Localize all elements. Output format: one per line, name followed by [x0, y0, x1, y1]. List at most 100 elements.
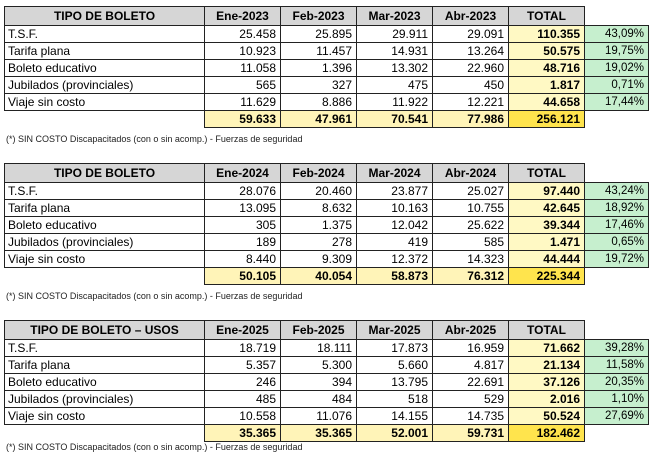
month-sum-cell: 52.001: [356, 424, 433, 442]
month-value-cell: 4.817: [432, 356, 509, 374]
month-value-cell: 475: [356, 76, 433, 94]
month-value-cell: 25.895: [280, 25, 357, 43]
month-sum-cell: 77.986: [432, 110, 509, 128]
ticket-table-block: TIPO DE BOLETO Ene-2024 Feb-2024 Mar-2024 Ab…: [4, 163, 649, 285]
month-value-cell: 8.440: [204, 250, 281, 268]
month-value-cell: 8.632: [280, 199, 357, 217]
row-label: Tarifa plana: [4, 199, 205, 217]
table-row: Jubilados (provinciales) 485 484 518 529 2.01…: [4, 390, 649, 408]
month-value-cell: 10.163: [356, 199, 433, 217]
month-value-cell: 14.323: [432, 250, 509, 268]
footnote: (*) SIN COSTO Discapacitados (con o sin …: [6, 442, 303, 452]
month-value-cell: 484: [280, 390, 357, 408]
row-percent-cell: 27,69%: [584, 407, 649, 425]
month-value-cell: 23.877: [356, 182, 433, 200]
grand-total-cell: 182.462: [508, 424, 585, 442]
month-value-cell: 585: [432, 233, 509, 251]
column-header-month: Mar-2024: [356, 163, 433, 183]
row-label: Tarifa plana: [4, 356, 205, 374]
column-header-total: TOTAL: [508, 163, 585, 183]
month-value-cell: 11.058: [204, 59, 281, 77]
column-header-type: TIPO DE BOLETO: [4, 163, 205, 183]
row-percent-cell: 1,10%: [584, 390, 649, 408]
header-spacer: [585, 321, 649, 340]
header-spacer: [585, 7, 649, 26]
month-value-cell: 1.396: [280, 59, 357, 77]
month-value-cell: 25.622: [432, 216, 509, 234]
column-header-month: Feb-2024: [280, 163, 357, 183]
month-value-cell: 529: [432, 390, 509, 408]
month-value-cell: 394: [280, 373, 357, 391]
month-value-cell: 14.155: [356, 407, 433, 425]
column-header-month: Mar-2025: [356, 320, 433, 340]
row-label: Tarifa plana: [4, 42, 205, 60]
row-label: Viaje sin costo: [4, 250, 205, 268]
month-sum-cell: 40.054: [280, 267, 357, 285]
sum-row-spacer: [585, 425, 649, 442]
table-row: Tarifa plana 13.095 8.632 10.163 10.755 42.64…: [4, 199, 649, 217]
month-value-cell: 16.959: [432, 339, 509, 357]
ticket-table: TIPO DE BOLETO Ene-2024 Feb-2024 Mar-2024 Ab…: [4, 163, 649, 285]
row-label: Boleto educativo: [4, 216, 205, 234]
row-label: T.S.F.: [4, 25, 205, 43]
month-sum-cell: 59.731: [432, 424, 509, 442]
month-value-cell: 485: [204, 390, 281, 408]
row-label: Jubilados (provinciales): [4, 390, 205, 408]
row-label: T.S.F.: [4, 339, 205, 357]
header-row: TIPO DE BOLETO Ene-2023 Feb-2023 Mar-2023 Ab…: [4, 6, 649, 26]
month-value-cell: 5.300: [280, 356, 357, 374]
row-percent-cell: 43,09%: [584, 25, 649, 43]
month-value-cell: 450: [432, 76, 509, 94]
row-percent-cell: 17,46%: [584, 216, 649, 234]
row-total-cell: 37.126: [508, 373, 585, 391]
month-value-cell: 20.460: [280, 182, 357, 200]
row-total-cell: 42.645: [508, 199, 585, 217]
table-row: T.S.F. 28.076 20.460 23.877 25.027 97.440 43,2…: [4, 182, 649, 200]
row-percent-cell: 19,72%: [584, 250, 649, 268]
row-total-cell: 2.016: [508, 390, 585, 408]
row-total-cell: 50.524: [508, 407, 585, 425]
row-percent-cell: 11,58%: [584, 356, 649, 374]
month-value-cell: 25.027: [432, 182, 509, 200]
month-value-cell: 305: [204, 216, 281, 234]
row-total-cell: 97.440: [508, 182, 585, 200]
month-value-cell: 11.629: [204, 93, 281, 111]
row-total-cell: 110.355: [508, 25, 585, 43]
header-row: TIPO DE BOLETO – USOS Ene-2025 Feb-2025 Mar…: [4, 320, 649, 340]
month-value-cell: 9.309: [280, 250, 357, 268]
month-value-cell: 29.911: [356, 25, 433, 43]
month-value-cell: 518: [356, 390, 433, 408]
month-value-cell: 10.558: [204, 407, 281, 425]
month-sum-cell: 35.365: [204, 424, 281, 442]
row-total-cell: 50.575: [508, 42, 585, 60]
sum-row-spacer: [585, 268, 649, 285]
month-sum-cell: 70.541: [356, 110, 433, 128]
month-value-cell: 11.076: [280, 407, 357, 425]
ticket-table-block: TIPO DE BOLETO Ene-2023 Feb-2023 Mar-2023 Ab…: [4, 6, 649, 128]
month-value-cell: 22.691: [432, 373, 509, 391]
month-value-cell: 17.873: [356, 339, 433, 357]
footnote: (*) SIN COSTO Discapacitados (con o sin …: [6, 134, 303, 144]
month-value-cell: 11.922: [356, 93, 433, 111]
month-value-cell: 11.457: [280, 42, 357, 60]
ticket-table: TIPO DE BOLETO Ene-2023 Feb-2023 Mar-2023 Ab…: [4, 6, 649, 128]
row-total-cell: 48.716: [508, 59, 585, 77]
month-sum-cell: 76.312: [432, 267, 509, 285]
month-value-cell: 14.735: [432, 407, 509, 425]
row-total-cell: 1.817: [508, 76, 585, 94]
table-row: Jubilados (provinciales) 565 327 475 450 1.81…: [4, 76, 649, 94]
column-header-total: TOTAL: [508, 6, 585, 26]
month-value-cell: 10.755: [432, 199, 509, 217]
row-percent-cell: 18,92%: [584, 199, 649, 217]
month-value-cell: 13.302: [356, 59, 433, 77]
row-label: Boleto educativo: [4, 59, 205, 77]
row-label: Jubilados (provinciales): [4, 76, 205, 94]
column-header-type: TIPO DE BOLETO – USOS: [4, 320, 205, 340]
month-value-cell: 13.095: [204, 199, 281, 217]
month-value-cell: 18.111: [280, 339, 357, 357]
sum-row-spacer: [5, 111, 205, 128]
sum-row: 59.633 47.961 70.541 77.986 256.121: [5, 110, 649, 128]
month-sum-cell: 50.105: [204, 267, 281, 285]
table-row: Boleto educativo 246 394 13.795 22.691 37.126…: [4, 373, 649, 391]
row-total-cell: 44.658: [508, 93, 585, 111]
